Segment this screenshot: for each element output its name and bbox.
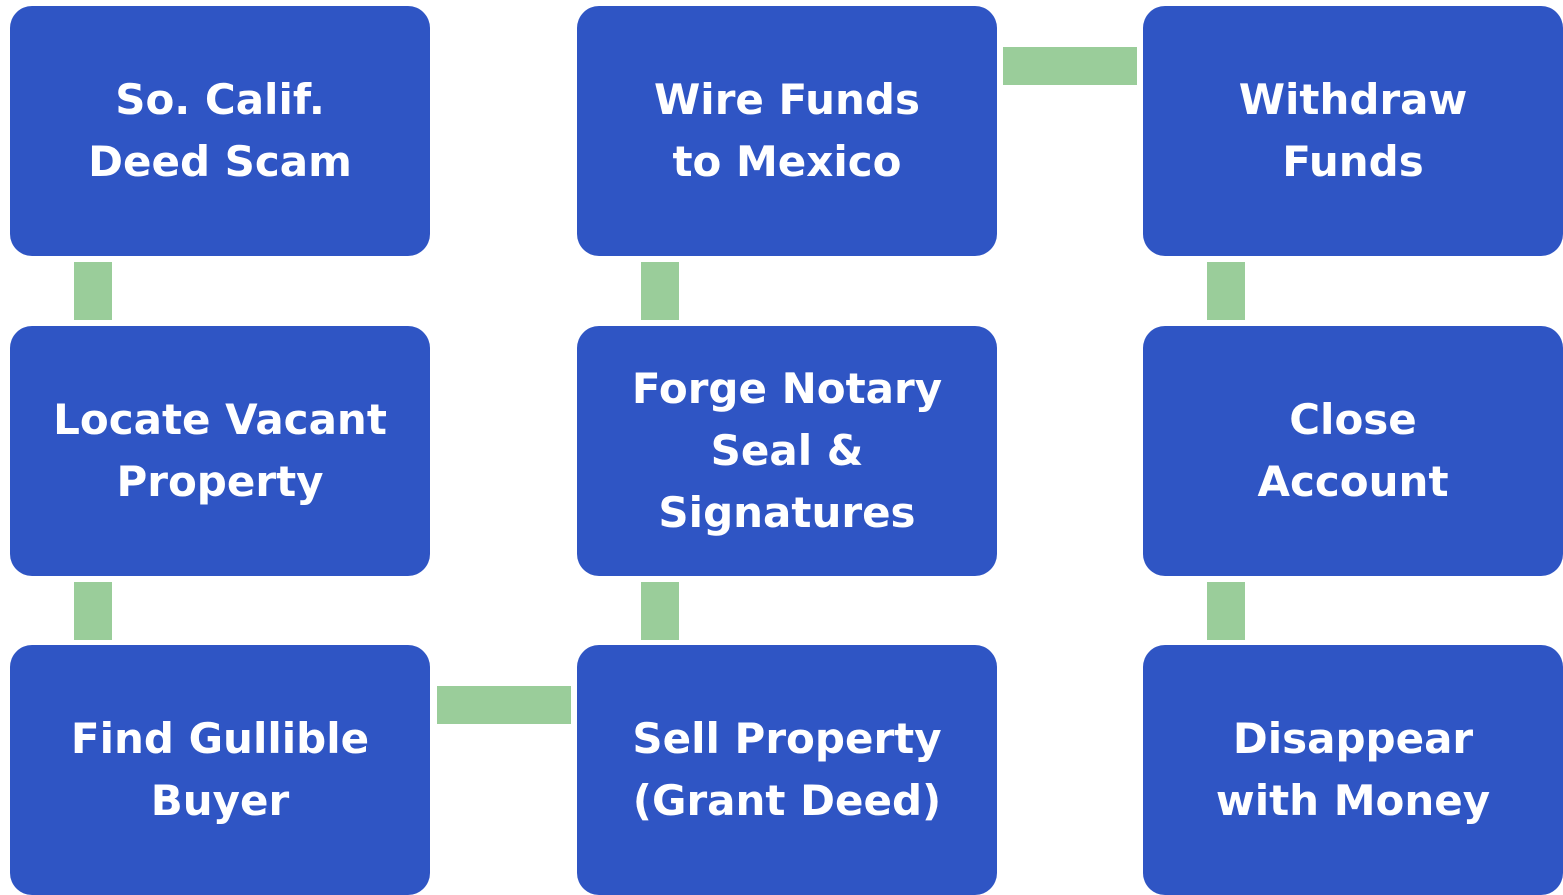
step-box: Wire Funds to Mexico	[577, 6, 997, 256]
step-box: So. Calif. Deed Scam	[10, 6, 430, 256]
connector	[1207, 262, 1245, 320]
connector	[1003, 47, 1137, 85]
step-box: Find Gullible Buyer	[10, 645, 430, 895]
step-box: Locate Vacant Property	[10, 326, 430, 576]
step-box: Sell Property (Grant Deed)	[577, 645, 997, 895]
connector	[641, 582, 679, 640]
step-box: Close Account	[1143, 326, 1563, 576]
connector	[1207, 582, 1245, 640]
connector	[641, 262, 679, 320]
connector	[74, 582, 112, 640]
step-box: Disappear with Money	[1143, 645, 1563, 895]
step-box: Forge Notary Seal & Signatures	[577, 326, 997, 576]
step-box: Withdraw Funds	[1143, 6, 1563, 256]
connector	[74, 262, 112, 320]
connector	[437, 686, 571, 724]
